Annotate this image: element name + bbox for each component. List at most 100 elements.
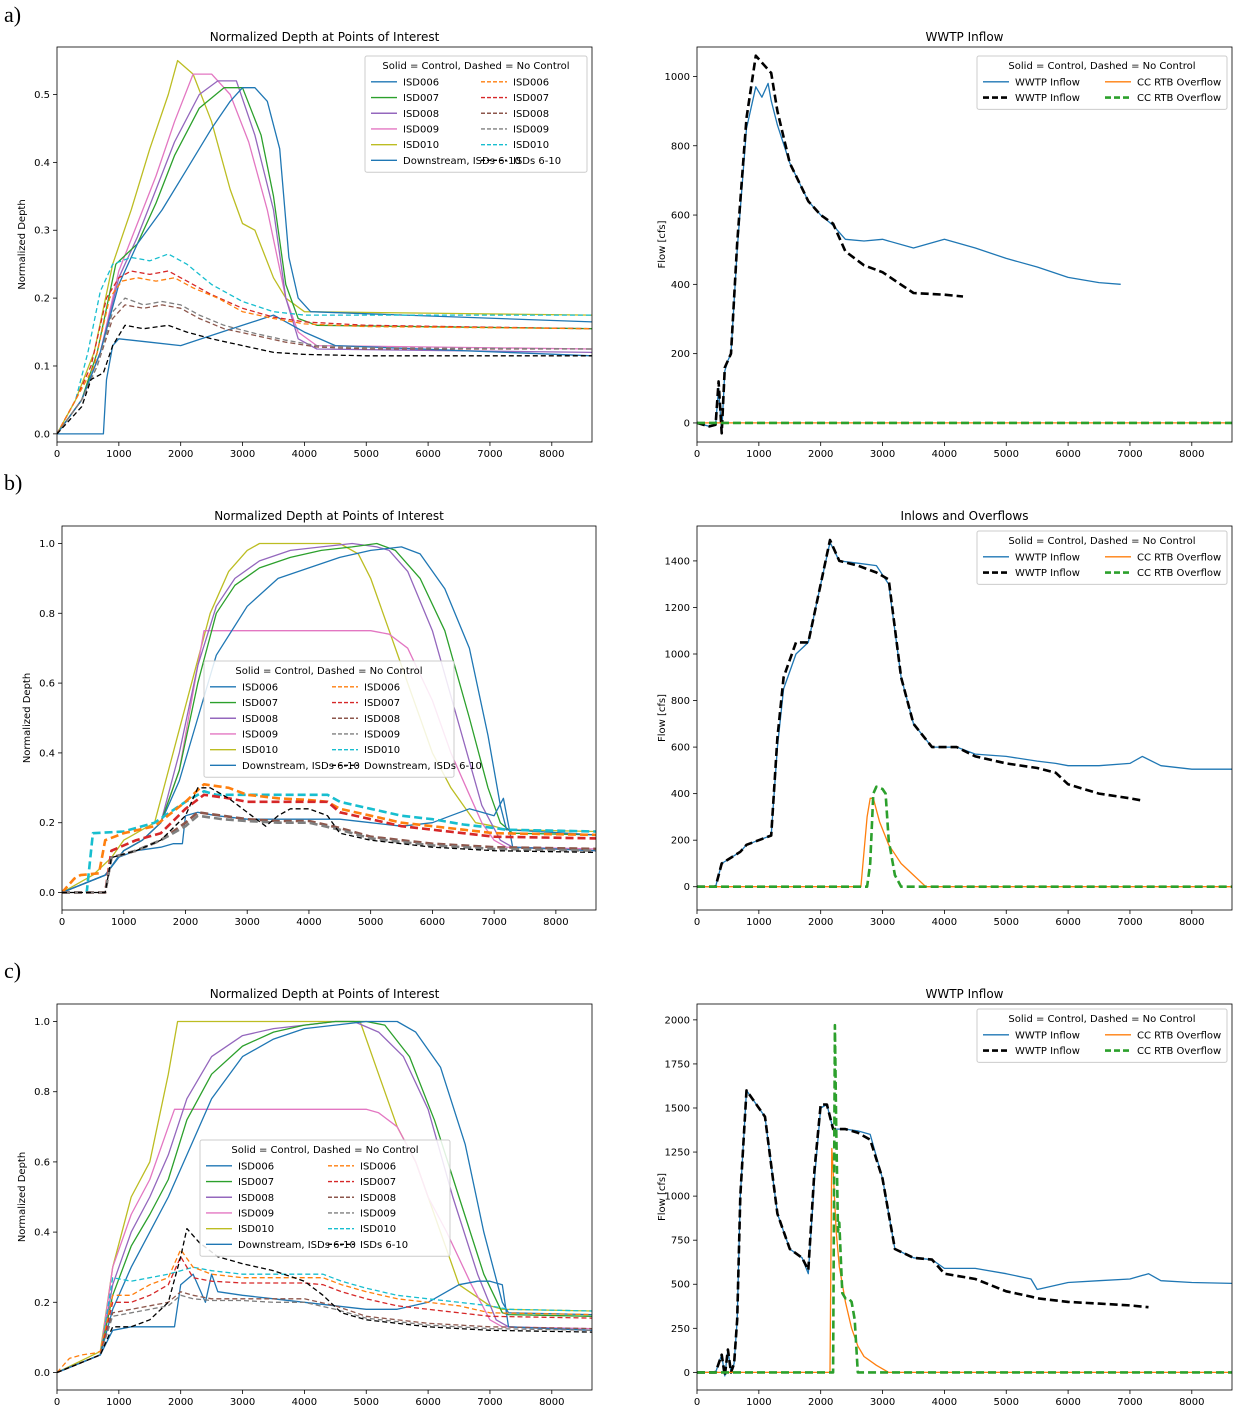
panel-label-c: c) [4,958,22,983]
x-tick-label: 7000 [481,917,506,928]
legend-label: ISD007 [360,1177,396,1188]
series-line-ISD008 [57,80,592,435]
y-tick-label: 0.8 [34,1087,50,1098]
series-line-ISD010 [57,1020,592,1374]
legend-label: ISD008 [513,109,549,120]
legend-header: Solid = Control, Dashed = No Control [1008,1014,1195,1025]
series-line-downstream [57,314,592,435]
x-tick-label: 4000 [296,917,321,928]
y-axis-label: Normalized Depth [17,199,28,289]
legend-label: CC RTB Overflow [1137,93,1221,104]
y-tick-label: 1250 [665,1148,690,1159]
series-line-ISD010_nc [57,1266,592,1374]
legend-label: ISD007 [403,93,439,104]
series-line-ISD009_nc [57,1294,592,1374]
chart-title: Inlows and Overflows [901,509,1029,523]
x-tick-label: 4000 [292,1397,317,1408]
y-tick-label: 0.3 [34,226,50,237]
series-line-wwtp [697,1089,1232,1377]
series-line-rtb_nc [697,785,1232,889]
x-tick-label: 1000 [746,917,771,928]
y-tick-label: 0.6 [34,1157,50,1168]
legend-label: CC RTB Overflow [1137,1046,1221,1057]
x-tick-label: 5000 [358,917,383,928]
legend-label: WWTP Inflow [1015,93,1080,104]
plot-frame [61,525,597,911]
legend-label: ISD009 [360,1208,396,1219]
series-line-ISD006_nc [62,782,596,894]
x-tick-label: 6000 [420,917,445,928]
y-tick-label: 0.1 [34,361,50,372]
x-tick-label: 8000 [539,449,564,460]
chart-title: Normalized Depth at Points of Interest [210,987,440,1001]
x-tick-label: 1000 [106,449,131,460]
series-line-ISD006 [57,87,592,435]
legend-label: ISD010 [238,1224,274,1235]
series-line-ISD006 [57,1020,592,1374]
x-tick-label: 8000 [1179,1397,1204,1408]
plot-frame [696,1003,1233,1391]
y-tick-label: 0.2 [34,1298,50,1309]
legend-label: WWTP Inflow [1015,1030,1080,1041]
series-line-ISD009 [57,73,592,435]
y-tick-label: 0.6 [39,679,55,690]
x-tick-label: 1000 [111,917,136,928]
series-line-ISD010 [62,542,596,894]
plot-frame [696,525,1233,911]
series-line-ISD007 [57,87,592,435]
series-line-wwtp [697,541,1232,888]
x-tick-label: 2000 [808,917,833,928]
legend-label: ISD009 [238,1208,274,1219]
legend-label: ISD007 [242,698,278,709]
x-tick-label: 0 [694,917,700,928]
legend-label: ISD006 [513,77,549,88]
legend-label: ISD008 [238,1193,274,1204]
series-line-wwtp_nc [697,54,964,435]
y-tick-label: 0.2 [39,818,55,829]
legend-header: Solid = Control, Dashed = No Control [235,666,422,677]
series-line-ISD007_nc [57,270,592,435]
series-line-wwtp_nc [697,1089,1149,1378]
x-tick-label: 8000 [539,1397,564,1408]
series-line-ISD010_nc [57,253,592,435]
series-line-ISD007_nc [57,1256,592,1374]
legend-label: ISD009 [513,124,549,135]
chart-title: WWTP Inflow [926,30,1004,44]
legend-header: Solid = Control, Dashed = No Control [1008,536,1195,547]
y-tick-label: 2000 [665,1015,690,1026]
x-tick-label: 3000 [870,917,895,928]
series-line-wwtp_nc [697,538,1143,889]
legend-label: ISD007 [238,1177,274,1188]
legend-header: Solid = Control, Dashed = No Control [382,61,569,72]
series-line-ISD010_nc [62,789,596,894]
x-tick-label: 2000 [168,1397,193,1408]
x-tick-label: 0 [694,1397,700,1408]
chart-panel-5: WWTP Inflow Flow [cfs] 0 1000 2000 3000 4000 50… [657,987,1233,1408]
legend-label: Downstream, ISDs 6-10 [364,761,482,772]
series-line-ISD007 [57,1020,592,1374]
legend-label: ISD007 [364,698,400,709]
series-line-ISD008_nc [57,304,592,435]
y-tick-label: 400 [671,789,690,800]
series-line-ISD006_nc [57,277,592,435]
legend-label: WWTP Inflow [1015,568,1080,579]
x-tick-label: 2000 [808,449,833,460]
legend-box [976,55,1228,110]
y-tick-label: 1.0 [39,539,55,550]
x-tick-label: 0 [54,1397,60,1408]
x-tick-label: 6000 [415,1397,440,1408]
legend: Solid = Control, Dashed = No Control WWTP… [976,1008,1228,1063]
x-tick-label: 3000 [230,1397,255,1408]
series-line-ISD009 [57,1108,592,1374]
chart-panel-2: Normalized Depth at Points of Interest No… [22,509,597,928]
y-tick-label: 0 [684,1368,690,1379]
plot-frame [696,46,1233,443]
legend-label: Downstream, ISDs 6-10 [238,1240,356,1251]
x-tick-label: 2000 [173,917,198,928]
legend-label: ISD006 [360,1161,396,1172]
y-tick-label: 0.4 [39,748,55,759]
legend-label: ISD006 [403,77,439,88]
y-tick-label: 200 [671,349,690,360]
